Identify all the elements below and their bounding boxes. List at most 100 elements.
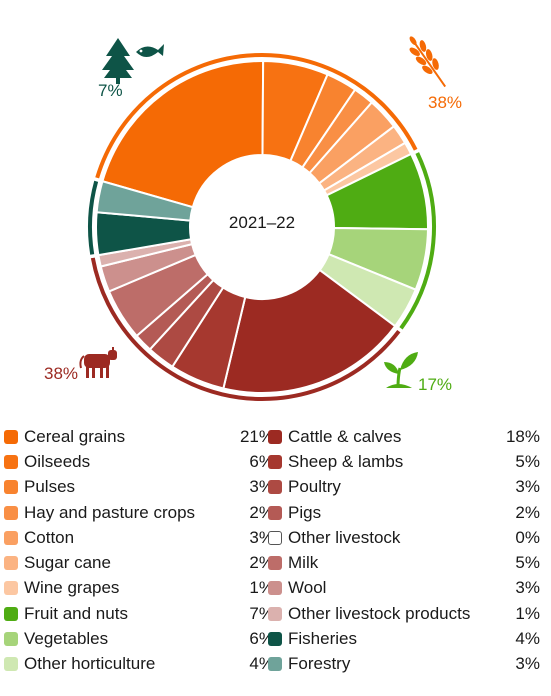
legend-item: Hay and pasture crops 2% bbox=[4, 500, 274, 525]
legend-label: Sugar cane bbox=[24, 553, 111, 573]
legend-item: Sugar cane 2% bbox=[4, 550, 274, 575]
legend-swatch bbox=[268, 429, 282, 444]
legend-item: Sheep & lambs 5% bbox=[268, 449, 540, 474]
legend-label: Cotton bbox=[24, 527, 75, 547]
legend-label: Forestry bbox=[288, 654, 351, 674]
legend-value: 3% bbox=[515, 578, 540, 598]
group-ring-livestock bbox=[90, 257, 401, 401]
legend-item: Vegetables 6% bbox=[4, 626, 274, 651]
legend-swatch bbox=[4, 454, 18, 469]
donut-slices bbox=[95, 59, 429, 394]
legend-label: Cattle & calves bbox=[288, 426, 402, 446]
legend-value: 4% bbox=[249, 654, 274, 674]
legend-swatch bbox=[4, 606, 18, 621]
legend-item: Cotton 3% bbox=[4, 525, 274, 550]
legend-item: Pigs 2% bbox=[268, 500, 540, 525]
legend-label: Poultry bbox=[288, 477, 341, 497]
group-ring-fisheries-and-forestry bbox=[88, 180, 99, 255]
legend-swatch bbox=[268, 454, 282, 469]
legend-item: Poultry 3% bbox=[268, 475, 540, 500]
legend-label: Vegetables bbox=[24, 629, 109, 649]
legend-value: 1% bbox=[249, 578, 274, 598]
legend-label: Wool bbox=[288, 578, 327, 598]
legend-label: Oilseeds bbox=[24, 451, 91, 471]
legend-item: Forestry 3% bbox=[268, 652, 540, 677]
legend-label: Other horticulture bbox=[24, 654, 156, 674]
legend-swatch bbox=[4, 480, 18, 495]
cropping-share-label: 38% bbox=[428, 93, 462, 112]
legend-swatch bbox=[4, 505, 18, 520]
legend-value: 3% bbox=[515, 654, 540, 674]
livestock-share-label: 38% bbox=[44, 364, 78, 383]
legend-value: 21% bbox=[239, 426, 274, 446]
legend-value: 2% bbox=[515, 502, 540, 522]
legend-item: Cattle & calves 18% bbox=[268, 424, 540, 449]
legend-left: Cereal grains 21% Oilseeds 6% Pulses 3% Hay… bbox=[4, 424, 274, 677]
legend-value: 0% bbox=[515, 527, 540, 547]
slice-cereal-grains bbox=[101, 60, 265, 209]
legend-value: 4% bbox=[515, 629, 540, 649]
legend-swatch bbox=[4, 530, 18, 545]
slice-cattle-calves bbox=[222, 268, 397, 394]
wheat-icon bbox=[409, 36, 447, 88]
legend-swatch bbox=[268, 530, 282, 545]
seedling-icon bbox=[384, 352, 418, 389]
legend-label: Fisheries bbox=[288, 629, 357, 649]
legend-swatch bbox=[268, 581, 282, 596]
group-ring-cropping bbox=[95, 53, 418, 179]
horticulture-share-label: 17% bbox=[418, 375, 452, 394]
legend-value: 5% bbox=[515, 451, 540, 471]
legend-swatch bbox=[268, 556, 282, 571]
slice-forestry bbox=[95, 180, 195, 222]
legend-value: 5% bbox=[515, 553, 540, 573]
group-outer-rings bbox=[88, 53, 436, 401]
legend-value: 3% bbox=[515, 477, 540, 497]
donut-chart: 2021–22 38% 17% 38% 7% bbox=[44, 36, 462, 401]
legend-label: Sheep & lambs bbox=[288, 451, 404, 471]
legend-item: Other livestock 0% bbox=[268, 525, 540, 550]
legend-item: Fisheries 4% bbox=[268, 626, 540, 651]
legend-label: Wine grapes bbox=[24, 578, 120, 598]
center-label: 2021–22 bbox=[229, 213, 295, 232]
legend-item: Oilseeds 6% bbox=[4, 449, 274, 474]
legend-value: 2% bbox=[249, 502, 274, 522]
legend-swatch bbox=[268, 606, 282, 621]
legend-item: Cereal grains 21% bbox=[4, 424, 274, 449]
group-ring-horticulture bbox=[399, 152, 436, 330]
fisheries-forestry-share-label: 7% bbox=[98, 81, 123, 100]
legend-item: Wool 3% bbox=[268, 576, 540, 601]
legend-item: Other livestock products 1% bbox=[268, 601, 540, 626]
legend-label: Other livestock bbox=[288, 527, 401, 547]
legend-value: 7% bbox=[249, 603, 274, 623]
legend-label: Fruit and nuts bbox=[24, 603, 128, 623]
legend-swatch bbox=[268, 480, 282, 495]
legend-value: 1% bbox=[515, 603, 540, 623]
legend-value: 6% bbox=[249, 451, 274, 471]
legend-label: Hay and pasture crops bbox=[24, 502, 196, 522]
legend-swatch bbox=[4, 429, 18, 444]
legend-swatch bbox=[268, 657, 282, 672]
legend-value: 3% bbox=[249, 527, 274, 547]
legend-item: Fruit and nuts 7% bbox=[4, 601, 274, 626]
legend-swatch bbox=[4, 556, 18, 571]
legend-item: Milk 5% bbox=[268, 550, 540, 575]
legend-value: 18% bbox=[505, 426, 540, 446]
legend-value: 6% bbox=[249, 629, 274, 649]
legend-item: Other horticulture 4% bbox=[4, 652, 274, 677]
legend-label: Other livestock products bbox=[288, 603, 471, 623]
cattle-icon bbox=[79, 347, 117, 378]
legend-swatch bbox=[4, 632, 18, 647]
legend-label: Pigs bbox=[288, 502, 322, 522]
legend-item: Pulses 3% bbox=[4, 475, 274, 500]
legend-value: 2% bbox=[249, 553, 274, 573]
tree-fish-icon bbox=[102, 38, 164, 84]
legend-value: 3% bbox=[249, 477, 274, 497]
legend-swatch bbox=[4, 657, 18, 672]
legend-right: Cattle & calves 18% Sheep & lambs 5% Poult… bbox=[268, 424, 540, 677]
legend-label: Cereal grains bbox=[24, 426, 126, 446]
legend-label: Pulses bbox=[24, 477, 76, 497]
legend-swatch bbox=[4, 581, 18, 596]
legend-swatch bbox=[268, 505, 282, 520]
legend-label: Milk bbox=[288, 553, 319, 573]
legend-swatch bbox=[268, 632, 282, 647]
